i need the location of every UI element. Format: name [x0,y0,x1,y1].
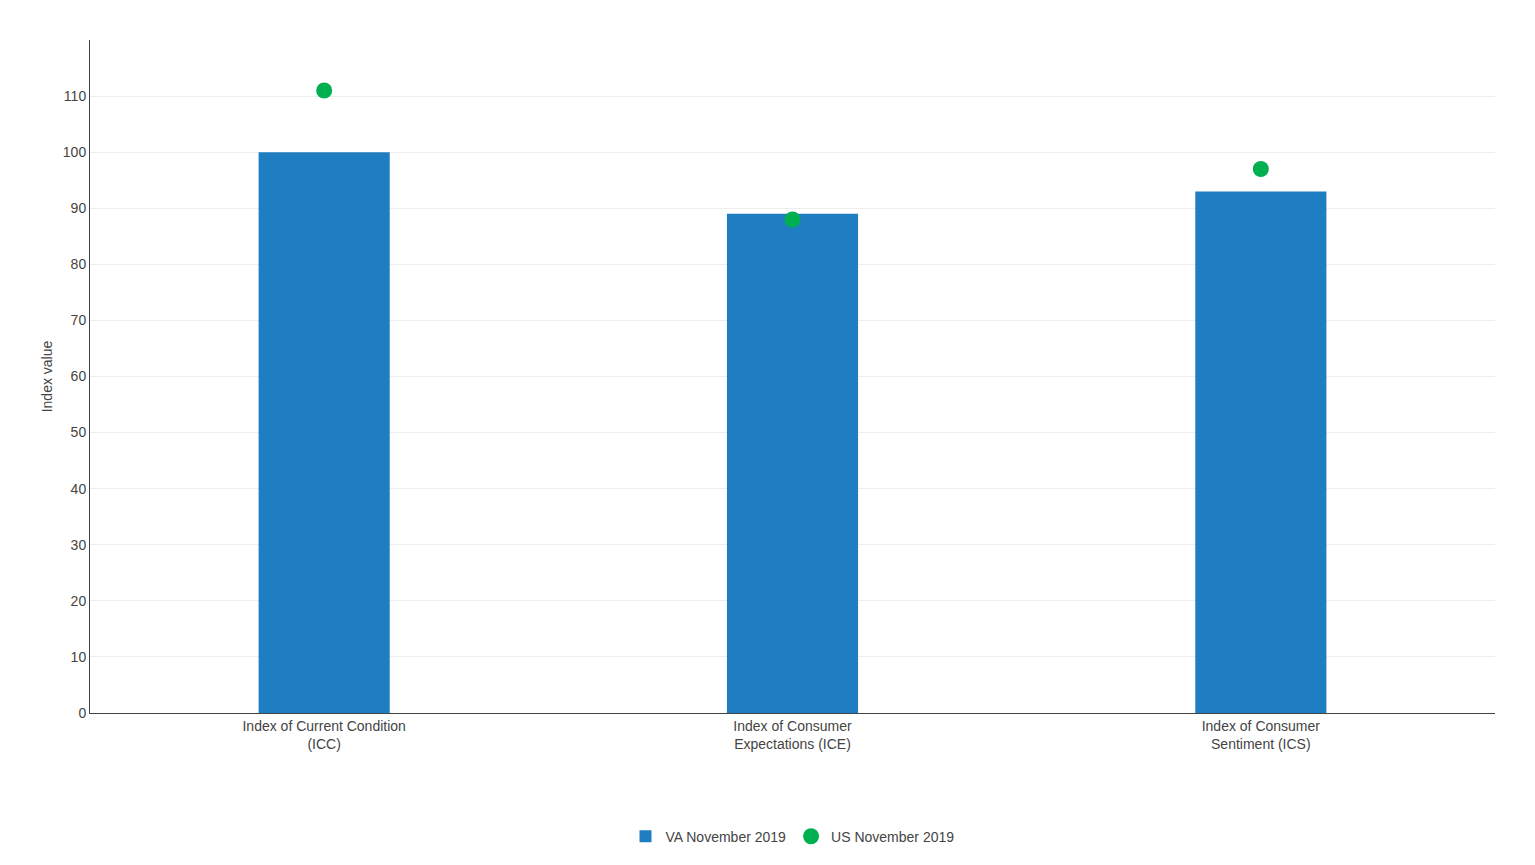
svg-text:10: 10 [71,649,87,665]
svg-text:30: 30 [71,537,87,553]
svg-text:50: 50 [71,424,87,440]
svg-text:90: 90 [71,200,87,216]
svg-text:Index value: Index value [39,340,55,412]
svg-text:80: 80 [71,256,87,272]
svg-text:100: 100 [63,144,87,160]
svg-text:110: 110 [64,88,87,104]
svg-text:70: 70 [71,312,87,328]
svg-text:60: 60 [71,368,87,384]
svg-text:Index of Current Condition(ICC: Index of Current Condition(ICC) [242,718,405,752]
svg-text:US November 2019: US November 2019 [831,829,954,845]
svg-text:Index of ConsumerExpectations: Index of ConsumerExpectations (ICE) [733,718,852,752]
svg-text:VA November 2019: VA November 2019 [666,829,787,845]
svg-text:40: 40 [71,481,87,497]
svg-text:Index of ConsumerSentiment (IC: Index of ConsumerSentiment (ICS) [1202,718,1321,752]
svg-text:20: 20 [71,593,87,609]
svg-text:0: 0 [78,705,86,721]
